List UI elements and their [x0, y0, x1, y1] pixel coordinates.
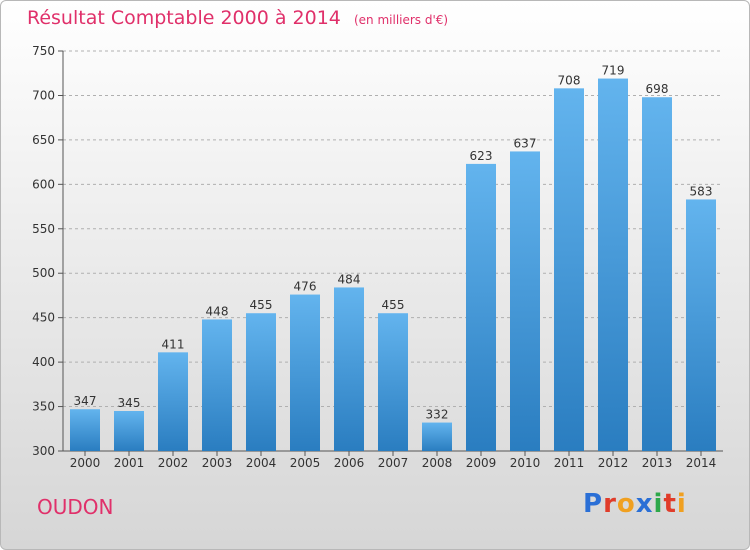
- bar: [114, 411, 144, 451]
- title-text: Résultat Comptable 2000 à 2014: [27, 7, 341, 29]
- y-tick-label: 700: [32, 88, 55, 102]
- logo-letter: t: [663, 489, 677, 519]
- logo-letter: i: [653, 489, 664, 519]
- logo-letter: P: [583, 489, 604, 519]
- data-label: 719: [602, 64, 625, 78]
- x-tick-label: 2006: [334, 456, 365, 470]
- bar: [554, 88, 584, 451]
- y-tick-label: 450: [32, 311, 55, 325]
- x-tick-label: 2011: [554, 456, 585, 470]
- bar: [158, 352, 188, 451]
- logo-letter: r: [603, 489, 617, 519]
- bar: [642, 97, 672, 451]
- data-label: 345: [118, 396, 141, 410]
- bar: [378, 313, 408, 451]
- y-tick-label: 400: [32, 355, 55, 369]
- y-tick-label: 300: [32, 444, 55, 458]
- chart-title: Résultat Comptable 2000 à 2014 (en milli…: [27, 7, 448, 29]
- x-tick-label: 2010: [510, 456, 541, 470]
- x-tick-label: 2001: [114, 456, 145, 470]
- logo-letter: o: [616, 489, 636, 519]
- proxiti-logo: Proxiti: [583, 489, 687, 519]
- y-tick-label: 550: [32, 222, 55, 236]
- bar: [70, 409, 100, 451]
- bar: [334, 287, 364, 451]
- y-tick-label: 750: [32, 44, 55, 58]
- data-label: 583: [690, 184, 713, 198]
- data-label: 708: [558, 73, 581, 87]
- data-label: 347: [74, 394, 97, 408]
- logo-letter: x: [635, 489, 654, 519]
- data-label: 448: [206, 304, 229, 318]
- y-tick-label: 500: [32, 266, 55, 280]
- y-tick-label: 350: [32, 400, 55, 414]
- bar: [422, 422, 452, 451]
- bar: [510, 151, 540, 451]
- y-tick-label: 650: [32, 133, 55, 147]
- data-label: 455: [250, 298, 273, 312]
- x-tick-label: 2014: [686, 456, 717, 470]
- x-tick-label: 2004: [246, 456, 277, 470]
- bar: [466, 163, 496, 451]
- x-tick-label: 2009: [466, 456, 497, 470]
- data-label: 476: [294, 280, 317, 294]
- bar: [598, 78, 628, 452]
- x-tick-label: 2003: [202, 456, 233, 470]
- y-tick-label: 600: [32, 177, 55, 191]
- data-label: 332: [426, 408, 449, 422]
- x-tick-label: 2012: [598, 456, 629, 470]
- x-tick-label: 2002: [158, 456, 189, 470]
- bar: [290, 294, 320, 451]
- data-label: 623: [470, 149, 493, 163]
- unit-note: (en milliers d'€): [353, 13, 449, 27]
- data-label: 455: [382, 298, 405, 312]
- bar: [686, 199, 716, 451]
- logo-letter: i: [676, 489, 687, 519]
- bar: [246, 313, 276, 451]
- x-tick-label: 2008: [422, 456, 453, 470]
- x-tick-label: 2007: [378, 456, 409, 470]
- data-label: 411: [162, 337, 185, 351]
- x-tick-label: 2000: [70, 456, 101, 470]
- commune-name: OUDON: [37, 495, 114, 519]
- x-tick-label: 2005: [290, 456, 321, 470]
- data-label: 698: [646, 82, 669, 96]
- data-label: 484: [338, 272, 361, 286]
- bar: [202, 319, 232, 451]
- x-tick-label: 2013: [642, 456, 673, 470]
- bar-chart: 300 350 400 450 500 550 600 650 700 750 2000 347 20…: [32, 44, 723, 470]
- data-label: 637: [514, 136, 537, 150]
